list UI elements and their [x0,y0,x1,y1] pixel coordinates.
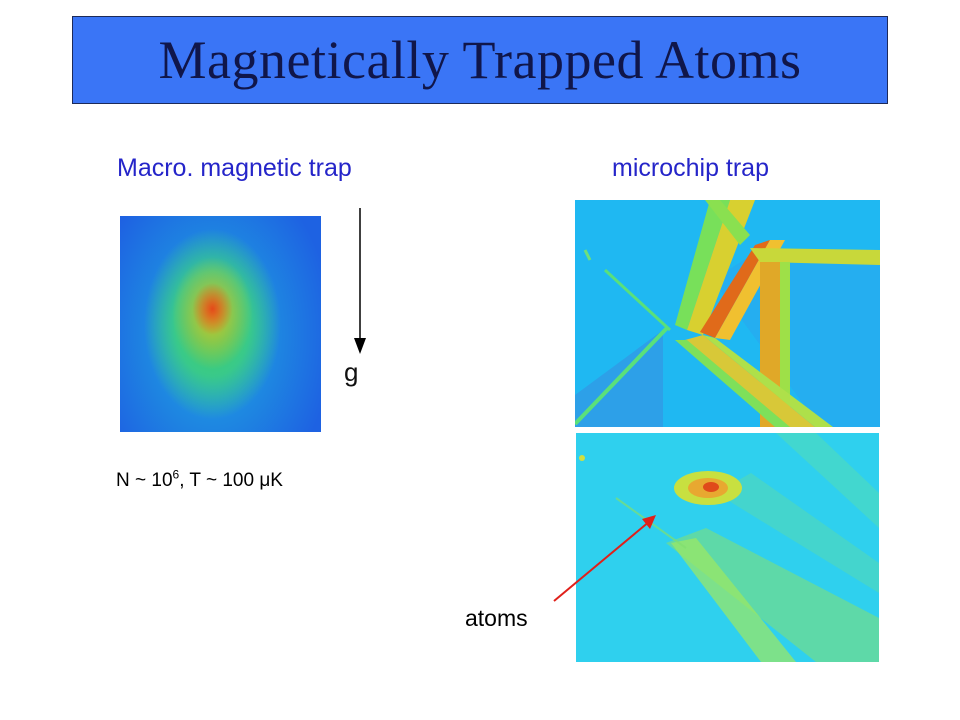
stats-exponent: 6 [172,467,180,482]
slide-title: Magnetically Trapped Atoms [158,30,802,90]
atom-number-temperature-label: N ~ 106, T ~ 100 μK [116,467,283,492]
atoms-pointer-arrow-icon [553,515,656,602]
stats-suffix: , T ~ 100 μK [179,470,283,491]
macro-trap-label: Macro. magnetic trap [117,154,352,182]
stats-prefix: N ~ 10 [116,470,173,491]
microchip-atoms-image [576,433,879,662]
macro-trap-atom-cloud-image [120,216,321,432]
title-banner: Magnetically Trapped Atoms [72,16,888,104]
microchip-wire-image [575,200,880,427]
atoms-label: atoms [465,605,528,631]
gravity-label: g [344,357,359,387]
microchip-trap-label: microchip trap [612,154,769,182]
gravity-arrow-icon [354,208,366,354]
